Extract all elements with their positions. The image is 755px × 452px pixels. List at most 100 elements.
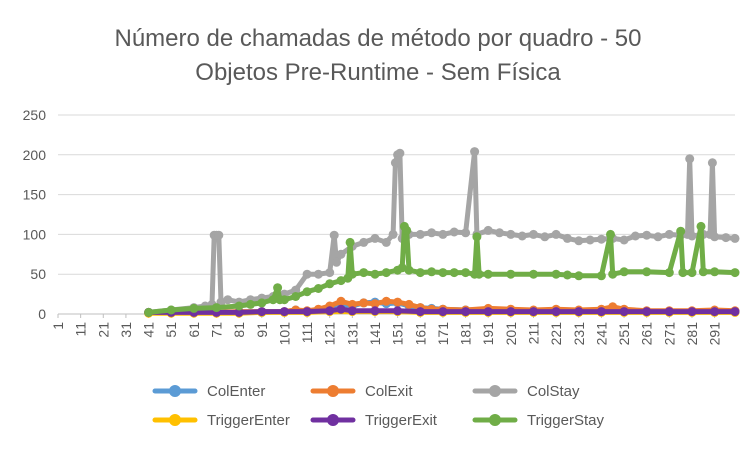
data-point-ColStay <box>461 228 471 238</box>
x-tick-label: 281 <box>684 322 700 346</box>
data-point-ColStay <box>529 229 538 239</box>
data-point-ColStay <box>214 230 224 240</box>
data-point-TriggerExit <box>461 307 471 317</box>
x-tick-label: 201 <box>503 322 519 346</box>
data-point-ColStay <box>574 236 584 246</box>
x-tick-label: 161 <box>412 322 428 346</box>
data-point-ColExit <box>359 298 369 308</box>
plot-area <box>144 147 740 318</box>
data-point-TriggerExit <box>596 307 606 317</box>
chart-title-line-1: Número de chamadas de método por quadro … <box>115 25 642 52</box>
data-point-TriggerStay <box>562 270 572 280</box>
data-point-TriggerStay <box>279 295 289 305</box>
data-point-ColStay <box>415 229 425 239</box>
data-point-TriggerExit <box>710 307 720 317</box>
x-tick-label: 71 <box>208 322 224 338</box>
data-point-TriggerStay <box>696 221 706 231</box>
data-point-TriggerExit <box>370 306 380 316</box>
y-tick-label: 200 <box>23 147 47 163</box>
x-tick-label: 181 <box>458 322 474 346</box>
data-point-TriggerStay <box>257 298 267 308</box>
data-point-ColStay <box>483 225 493 235</box>
data-point-ColExit <box>370 299 380 309</box>
legend-item-TriggerStay: TriggerStay <box>472 412 604 429</box>
y-tick-label: 50 <box>30 266 46 282</box>
data-point-ColStay <box>540 232 550 242</box>
data-point-ColStay <box>291 285 301 295</box>
data-point-TriggerStay <box>606 229 615 239</box>
data-point-ColStay <box>449 227 459 237</box>
x-tick-label: 21 <box>95 322 111 338</box>
data-point-ColStay <box>223 295 233 305</box>
x-tick-label: 41 <box>141 322 157 338</box>
series-TriggerExit <box>144 304 740 317</box>
data-point-TriggerStay <box>273 283 283 293</box>
data-point-ColStay <box>302 269 312 279</box>
data-point-TriggerStay <box>415 268 425 278</box>
data-point-TriggerStay <box>596 271 606 281</box>
data-point-ColStay <box>438 229 448 239</box>
data-point-TriggerStay <box>325 279 335 289</box>
legend-item-TriggerExit: TriggerExit <box>310 412 438 429</box>
data-point-ColStay <box>730 233 740 243</box>
x-tick-label: 211 <box>525 322 541 345</box>
data-point-TriggerExit <box>415 307 425 317</box>
data-point-ColExit <box>381 296 391 306</box>
data-point-TriggerStay <box>474 269 484 279</box>
x-tick-label: 241 <box>593 322 609 346</box>
data-point-TriggerStay <box>427 267 437 277</box>
data-point-TriggerStay <box>710 267 720 277</box>
data-point-ColStay <box>395 148 405 158</box>
x-tick-label: 261 <box>639 322 655 346</box>
data-point-ColStay <box>707 158 717 168</box>
data-point-TriggerStay <box>574 271 584 281</box>
data-point-ColStay <box>721 233 731 243</box>
data-point-TriggerStay <box>359 268 369 278</box>
data-point-ColStay <box>653 232 663 242</box>
data-point-TriggerStay <box>438 268 448 278</box>
x-tick-label: 131 <box>344 322 360 346</box>
data-point-TriggerStay <box>642 267 652 277</box>
data-point-ColStay <box>313 269 323 279</box>
data-point-TriggerStay <box>551 269 561 279</box>
legend-label: TriggerStay <box>527 412 604 429</box>
data-point-TriggerStay <box>402 225 412 235</box>
data-point-ColStay <box>370 233 380 243</box>
data-point-ColStay <box>381 237 391 247</box>
data-point-ColStay <box>388 229 398 239</box>
y-tick-label: 0 <box>38 306 46 322</box>
x-tick-label: 91 <box>254 322 270 338</box>
data-point-TriggerStay <box>678 268 688 278</box>
y-tick-label: 250 <box>23 107 47 123</box>
data-point-ColStay <box>390 158 400 168</box>
data-point-TriggerExit <box>336 304 346 314</box>
data-point-TriggerStay <box>676 226 686 236</box>
data-point-TriggerStay <box>608 269 618 279</box>
data-point-ColExit <box>336 296 346 306</box>
chart-title-line-2: Objetos Pre-Runtime - Sem Física <box>195 59 561 86</box>
data-point-TriggerStay <box>336 276 346 286</box>
data-point-ColStay <box>517 231 527 241</box>
data-point-ColExit <box>404 299 414 309</box>
x-tick-label: 231 <box>571 322 587 346</box>
legend-swatch-marker <box>327 414 339 426</box>
legend-swatch-marker <box>489 414 501 426</box>
data-point-ColStay <box>495 228 504 238</box>
data-point-ColStay <box>551 229 561 239</box>
data-point-TriggerStay <box>291 292 301 301</box>
data-point-TriggerExit <box>279 307 289 317</box>
data-point-TriggerExit <box>257 307 267 317</box>
data-point-ColExit <box>608 302 618 312</box>
data-point-ColStay <box>585 235 595 245</box>
x-tick-label: 121 <box>322 322 338 346</box>
data-point-ColStay <box>687 231 697 241</box>
data-point-TriggerStay <box>268 295 278 305</box>
x-tick-label: 221 <box>548 322 564 346</box>
data-point-TriggerExit <box>234 307 244 317</box>
data-point-TriggerStay <box>189 303 199 313</box>
legend-label: ColEnter <box>207 383 265 400</box>
data-point-TriggerStay <box>302 287 312 297</box>
data-point-TriggerStay <box>506 269 516 279</box>
x-tick-label: 81 <box>231 322 247 338</box>
